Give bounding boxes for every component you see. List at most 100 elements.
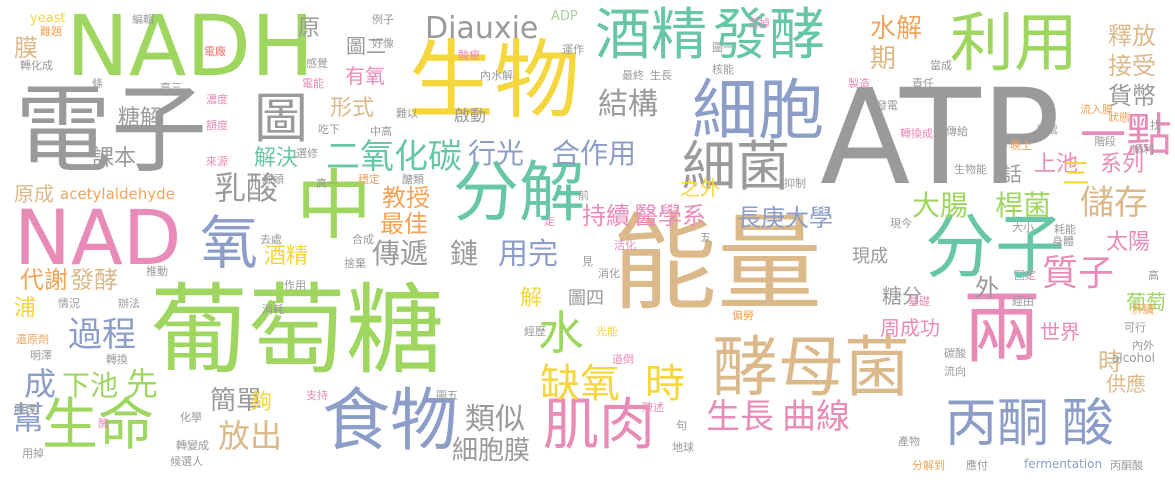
word-gao: 高 — [1148, 269, 1159, 282]
word-xian: 先 — [126, 365, 159, 403]
word-laiyuan: 來源 — [206, 155, 228, 168]
word-tiao: 條 — [92, 77, 103, 90]
word-jiegou: 結構 — [598, 87, 658, 122]
word-putaotang: 葡萄糖 — [150, 274, 445, 388]
word-zhizi: 質子 — [1042, 253, 1115, 294]
word-bingtongsuan: 丙酮酸 — [1110, 459, 1143, 472]
word-yongchu: 用處 — [1036, 123, 1058, 136]
word-jiandan: 簡單 — [210, 386, 263, 416]
word-dangcheng: 當成 — [930, 59, 952, 72]
word-dianneng: 電能 — [302, 77, 324, 90]
word-nadh: NADH — [66, 0, 315, 95]
word-yidian: 一點 — [1080, 108, 1172, 162]
word-wanshang: 晚上 — [1010, 139, 1032, 152]
word-chucun: 儲存 — [1080, 183, 1148, 223]
word-chixu: 持續 — [582, 202, 630, 230]
word-jiujing: 酒精 — [595, 3, 707, 68]
word-acetylaldehyde: acetylaldehyde — [60, 185, 175, 203]
word-edu: 額度 — [206, 119, 228, 132]
word-zou: 走 — [544, 215, 555, 228]
word-zhuangtai: 狀態 — [1108, 111, 1130, 124]
word-alcohol: alcohol — [1112, 351, 1155, 365]
word-banfa: 辦法 — [118, 297, 140, 310]
word-qingkuang: 情況 — [58, 297, 80, 310]
word-shunli: 順利 — [1132, 143, 1154, 156]
word-zhuanhuacheng: 轉化成 — [20, 59, 53, 72]
word-kexing: 可行 — [1124, 321, 1146, 334]
word-fenzi: 分子 — [925, 206, 1065, 288]
word-ganzang: 肝臟 — [1132, 303, 1154, 316]
word-heneng: 核能 — [712, 63, 734, 76]
word-huaxue: 化學 — [180, 411, 202, 424]
word-jiejue: 解決 — [254, 146, 299, 171]
word-yixuexi: 醫學系 — [634, 202, 706, 230]
word-shengwuneng: 生物能 — [954, 163, 987, 176]
word-dachang: 大腸 — [912, 189, 969, 222]
word-pu: 浦 — [14, 296, 37, 321]
word-lian: 鏈 — [450, 237, 479, 270]
word-huohua: 活化 — [614, 239, 636, 252]
word-gaosan: 高三 — [160, 81, 182, 94]
word-xibaomo: 細胞膜 — [452, 436, 531, 466]
word-zhouchenggong: 周成功 — [880, 316, 940, 340]
word-jirou: 肌肉 — [543, 393, 655, 458]
word-bingtong: 丙酮 — [945, 394, 1050, 454]
word-zuizhong: 最終 — [622, 69, 644, 82]
word-rusuan: 乳酸 — [214, 169, 279, 207]
word-tu: 圖 — [254, 87, 308, 150]
word-wu: 五 — [700, 231, 711, 244]
word-gaoyi: 高一 — [316, 177, 338, 190]
word-huanyuanji: 還原劑 — [16, 333, 49, 346]
word-zuijia: 最佳 — [380, 210, 428, 238]
word-xianjin: 現今 — [890, 217, 912, 230]
word-jingyou: 經由 — [1012, 295, 1034, 308]
word-liyong: 利用 — [950, 7, 1078, 81]
word-shengming: 生命 — [42, 393, 154, 458]
word-xingguang: 行光 — [468, 137, 525, 170]
word-guding: 固定 — [1014, 269, 1036, 282]
word-tangjie: 糖解 — [118, 106, 163, 131]
word-shuijie: 水解 — [870, 14, 923, 44]
word-zhuanhuancheng: 轉換成 — [900, 127, 933, 140]
word-hecheng: 合成 — [352, 233, 374, 246]
word-jichu: 基礎 — [908, 295, 930, 308]
word-yingfu: 應付 — [966, 459, 988, 472]
word-fadian: 發電 — [876, 99, 898, 112]
word-nengliang: 能量 — [612, 203, 823, 325]
word-fenjiedao: 分解到 — [912, 459, 945, 472]
word-chenshu: 陳述 — [642, 401, 664, 414]
word-fangchu: 放出 — [218, 417, 283, 455]
word-zuoyong: 作用 — [284, 279, 306, 292]
word-gou: 夠 — [250, 390, 273, 415]
word-qian: 前 — [578, 189, 589, 202]
word-yuantou: 源頭 — [262, 173, 284, 186]
word-zhizao: 製造 — [848, 77, 870, 90]
word-xiancheng: 現成 — [852, 246, 888, 267]
word-liurumo: 流入膜 — [1080, 103, 1113, 116]
word-tuwu: 圖五 — [436, 389, 458, 402]
word-suan: 酸 — [1062, 394, 1115, 454]
word-sheqi: 捨棄 — [344, 257, 366, 270]
word-zhuanbiancheng: 轉變成 — [176, 439, 209, 452]
word-tangfen: 糖分 — [882, 284, 922, 308]
word-zhonggao: 中高 — [370, 125, 392, 138]
word-mo: 膜 — [14, 34, 38, 62]
word-guocheng: 過程 — [68, 315, 136, 355]
word-haoneng: 耗能 — [1054, 223, 1076, 236]
word-zhao: 找 — [1150, 119, 1161, 132]
word-yuanli: 原理 — [14, 403, 36, 416]
word-neiwai: 內外 — [1132, 339, 1154, 352]
word-guangneng: 光能 — [596, 325, 618, 338]
word-shui: 水 — [538, 306, 584, 360]
word-nad: NAD — [14, 193, 182, 282]
word-yizhi: 抑制 — [784, 177, 806, 190]
word-chuandi: 傳遞 — [372, 237, 429, 270]
word-chixia: 吃下 — [318, 123, 340, 136]
word-jian: 見 — [582, 255, 593, 268]
word-jiaoshou: 教授 — [382, 184, 430, 212]
word-xuanxiu: 選修 — [296, 147, 318, 160]
word-daodao: 道倒 — [612, 353, 634, 366]
word-pianlao: 偏勞 — [732, 309, 754, 322]
word-cheng: 成 — [24, 365, 57, 403]
